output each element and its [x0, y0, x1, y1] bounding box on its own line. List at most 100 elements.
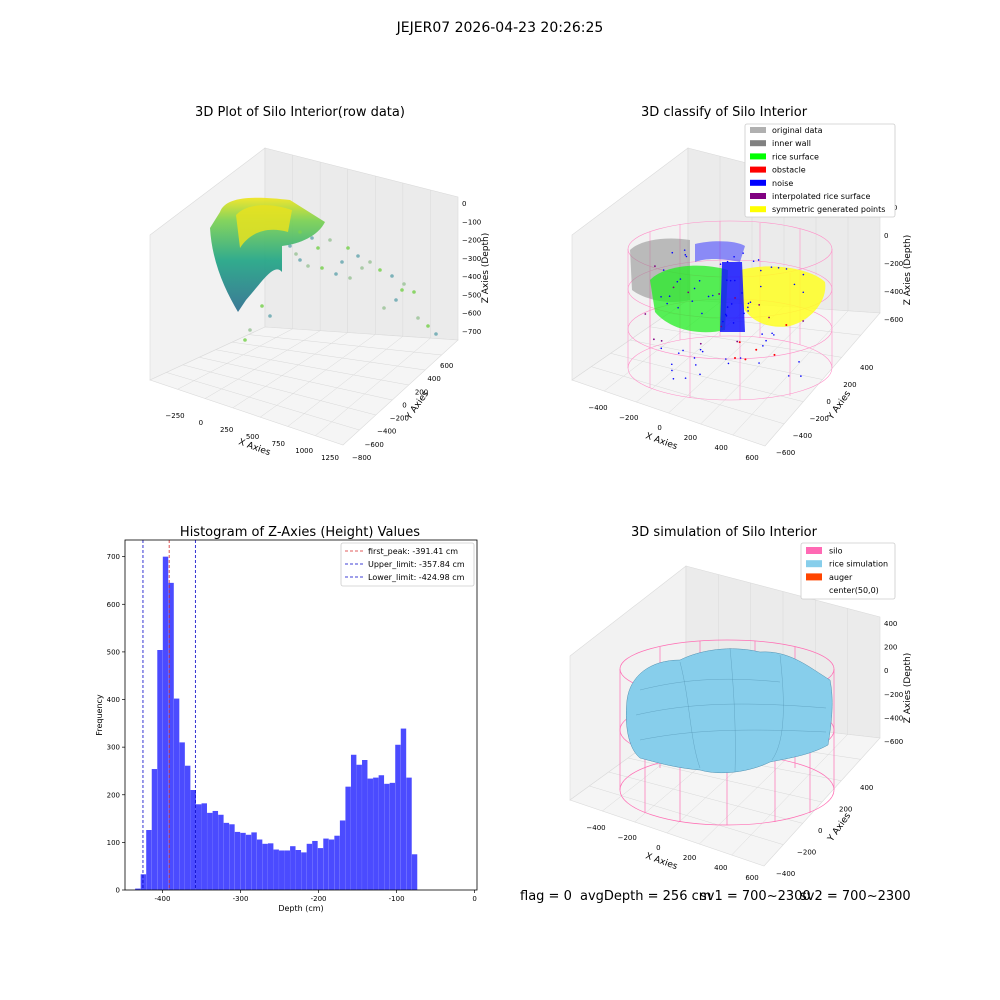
x-tick-label: 600 [745, 874, 758, 882]
histogram-legend-label: first_peak: -391.41 cm [368, 547, 458, 556]
histogram-bar [196, 804, 202, 890]
panel-classify-title: 3D classify of Silo Interior [641, 105, 808, 120]
histogram-bar [350, 754, 357, 890]
raw-scatter-spray [243, 230, 438, 342]
raw-axes-panes [149, 147, 459, 446]
histogram-bar [400, 728, 407, 890]
histogram-bar [406, 777, 412, 890]
z-tick-label: 200 [884, 644, 897, 652]
z-tick-label: −200 [884, 260, 903, 268]
histogram-bar [334, 835, 340, 890]
legend-label: noise [772, 179, 793, 188]
legend-label: center(50,0) [829, 586, 879, 595]
x-tick-label: −400 [586, 824, 605, 832]
histogram-y-tick-label: 100 [107, 839, 120, 847]
histogram-y-tick-label: 700 [107, 553, 120, 561]
histogram-bar [295, 850, 302, 890]
legend-swatch [750, 193, 766, 199]
z-tick-label: −600 [884, 316, 903, 324]
z-tick-label: −100 [462, 218, 481, 226]
histogram-bar [240, 832, 246, 890]
y-tick-label: 400 [860, 364, 873, 372]
y-tick-label: −200 [810, 415, 829, 423]
legend-label: original data [772, 126, 823, 135]
simulation-legend: silo rice simulation auger center(50,0) [800, 542, 896, 600]
panel-raw-3d-plot: 3D Plot of Silo Interior(row data) −250 0… [149, 105, 491, 462]
classify-points [630, 238, 826, 333]
histogram-bar [135, 888, 141, 890]
z-tick-label: −200 [884, 691, 903, 699]
histogram-bar [301, 852, 307, 890]
y-tick-label: −400 [377, 428, 396, 436]
histogram-y-tick-label: 500 [107, 648, 120, 656]
histogram-bar [151, 769, 158, 890]
x-tick-label: 1250 [321, 454, 339, 462]
x-tick-label: −200 [619, 414, 638, 422]
y-tick-label: −200 [390, 415, 409, 423]
legend-swatch [806, 573, 822, 581]
z-tick-label: −300 [462, 255, 481, 263]
histogram-x-tick-label: 0 [472, 895, 476, 903]
footer-flag: flag = 0 [520, 889, 572, 904]
legend-label: silo [829, 547, 843, 556]
panel-classify-3d-plot: 3D classify of Silo Interior [571, 105, 913, 462]
histogram-bar [256, 839, 263, 890]
z-tick-label: −400 [884, 714, 903, 722]
legend-swatch [806, 560, 822, 568]
x-tick-label: 200 [683, 854, 696, 862]
legend-swatch [750, 140, 766, 147]
legend-label: inner wall [772, 139, 811, 148]
histogram-bar [395, 744, 401, 890]
y-tick-label: −200 [797, 849, 816, 857]
y-tick-label: 200 [843, 381, 856, 389]
histogram-bar [262, 843, 268, 890]
y-tick-label: −800 [352, 454, 371, 462]
histogram-threshold-lines [142, 540, 196, 890]
histogram-y-tick-label: 200 [107, 791, 120, 799]
raw-scatter-points [210, 197, 325, 312]
y-tick-label: 200 [839, 806, 852, 814]
simulation-y-axis-label: Y Axies [826, 811, 854, 844]
histogram-bar [367, 778, 373, 890]
histogram-bar [284, 850, 290, 890]
histogram-y-tick-label: 0 [116, 887, 120, 895]
histogram-legend: first_peak: -391.41 cm Upper_limit: -357.… [340, 542, 475, 587]
histogram-bar [279, 850, 285, 890]
histogram-x-tick-label: -100 [389, 895, 405, 903]
histogram-bar [384, 783, 390, 890]
histogram-x-tick-label: -200 [311, 895, 327, 903]
z-tick-label: −500 [462, 291, 481, 299]
classify-noise-points [644, 249, 805, 380]
histogram-bar [306, 843, 313, 890]
y-tick-label: 0 [402, 401, 406, 409]
histogram-bar [146, 830, 152, 890]
histogram-legend-label: Upper_limit: -357.84 cm [368, 560, 465, 569]
histogram-ticks: -400 -300 -200 -100 0 0 100 200 300 400 500 600 700 [107, 553, 477, 903]
histogram-bar [267, 843, 274, 890]
histogram-bar [162, 556, 169, 890]
x-tick-label: 250 [220, 426, 233, 434]
legend-label: rice simulation [829, 560, 888, 569]
histogram-bar [245, 834, 252, 890]
legend-swatch [750, 179, 766, 186]
z-tick-label: 0 [462, 200, 466, 208]
z-tick-label: −600 [884, 738, 903, 746]
histogram-bar [190, 790, 196, 890]
x-tick-label: 400 [715, 444, 728, 452]
histogram-x-tick-label: -300 [233, 895, 249, 903]
histogram-bar [207, 812, 213, 890]
histogram-x-tick-label: -400 [155, 895, 171, 903]
histogram-bar [201, 803, 207, 890]
z-tick-label: −700 [462, 328, 481, 336]
histogram-bar [140, 874, 147, 890]
z-tick-label: 0 [884, 232, 888, 240]
z-tick-label: 0 [884, 667, 888, 675]
y-tick-label: 0 [818, 827, 822, 835]
legend-label: rice surface [772, 152, 819, 161]
footer-sv2: sv2 = 700~2300 [800, 889, 911, 904]
simulation-rice-surface [626, 647, 833, 774]
histogram-bar [356, 764, 362, 890]
legend-swatch [750, 127, 766, 133]
z-tick-label: −200 [462, 237, 481, 245]
